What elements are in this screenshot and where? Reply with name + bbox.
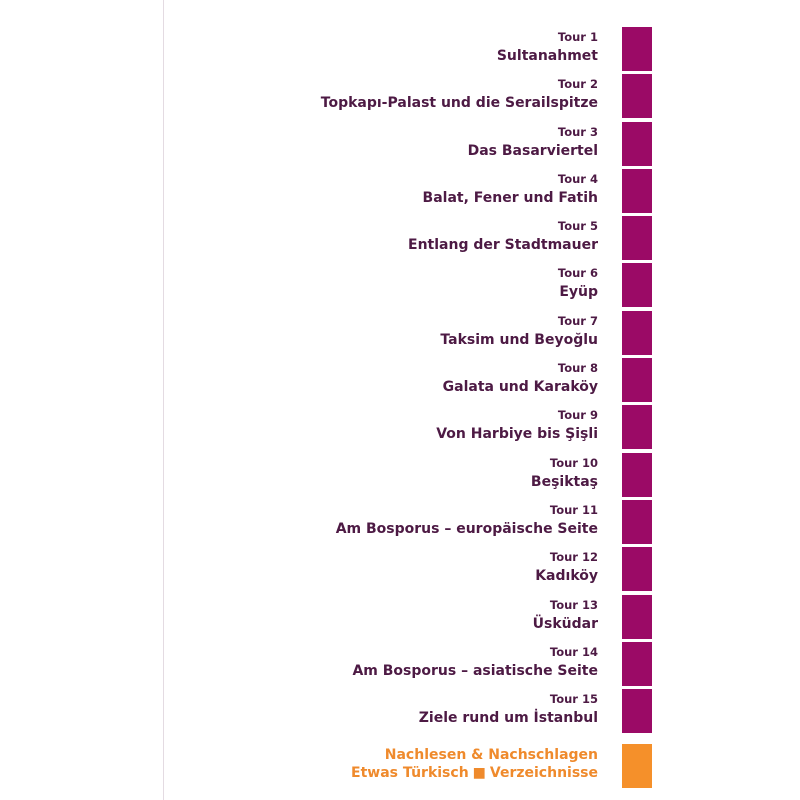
toc-entry-tour-6[interactable]: Tour 6 Eyüp [0,262,800,309]
tour-number: Tour 10 [549,455,598,470]
tour-number: Tour 5 [557,219,598,234]
tour-title[interactable]: Ziele rund um İstanbul [418,710,598,727]
toc-entry-tour-5[interactable]: Tour 5 Entlang der Stadtmauer [0,215,800,262]
tour-title[interactable]: Das Basarviertel [467,142,598,159]
toc-entry-appendix[interactable]: Nachlesen & Nachschlagen Etwas Türkisch ■… [0,735,800,789]
toc-entry-tour-7[interactable]: Tour 7 Taksim und Beyoğlu [0,310,800,357]
tour-color-tab [622,358,652,403]
tour-color-tab [622,310,652,355]
tour-color-tab [622,216,652,261]
tour-color-tab [622,27,652,71]
tour-title[interactable]: Kadıköy [535,568,598,585]
toc-entry-tour-2[interactable]: Tour 2 Topkapı-Palast und die Serailspit… [0,73,800,120]
tour-number: Tour 15 [549,692,598,707]
appendix-subtitle[interactable]: Etwas Türkisch ■ Verzeichnisse [351,765,598,781]
tour-number: Tour 4 [557,171,598,186]
tour-title[interactable]: Topkapı-Palast und die Serailspitze [320,95,598,112]
toc-entry-tour-4[interactable]: Tour 4 Balat, Fener und Fatih [0,168,800,215]
page-divider-line [163,0,164,800]
tour-number: Tour 9 [557,408,598,423]
tour-title[interactable]: Üsküdar [532,615,598,632]
tour-title[interactable]: Eyüp [559,284,598,301]
tour-title[interactable]: Am Bosporus – asiatische Seite [352,662,598,679]
table-of-contents: Tour 1 Sultanahmet Tour 2 Topkapı-Palast… [0,26,800,789]
tour-number: Tour 2 [557,77,598,92]
toc-entry-tour-13[interactable]: Tour 13 Üsküdar [0,594,800,641]
tour-title[interactable]: Entlang der Stadtmauer [408,237,598,254]
tour-color-tab [622,499,652,544]
tour-title[interactable]: Taksim und Beyoğlu [440,331,598,348]
toc-entry-tour-3[interactable]: Tour 3 Das Basarviertel [0,121,800,168]
tour-number: Tour 14 [549,644,598,659]
tour-color-tab [622,641,652,686]
appendix-color-tab [622,744,652,789]
tour-color-tab [622,263,652,308]
appendix-title[interactable]: Nachlesen & Nachschlagen [384,747,598,764]
toc-entry-tour-14[interactable]: Tour 14 Am Bosporus – asiatische Seite [0,641,800,688]
tour-color-tab [622,168,652,213]
tour-color-tab [622,594,652,639]
tour-color-tab [622,405,652,450]
tour-title[interactable]: Von Harbiye bis Şişli [436,426,598,443]
toc-entry-tour-15[interactable]: Tour 15 Ziele rund um İstanbul [0,688,800,735]
tour-title[interactable]: Galata und Karaköy [442,379,598,396]
tour-title[interactable]: Am Bosporus – europäische Seite [335,520,598,537]
toc-entry-tour-1[interactable]: Tour 1 Sultanahmet [0,26,800,73]
tour-color-tab [622,74,652,119]
tour-number: Tour 1 [557,30,598,44]
toc-entry-tour-10[interactable]: Tour 10 Beşiktaş [0,452,800,499]
toc-entry-tour-8[interactable]: Tour 8 Galata und Karaköy [0,357,800,404]
tour-number: Tour 13 [549,597,598,612]
tour-color-tab [622,689,652,734]
tour-number: Tour 8 [557,361,598,376]
square-bullet-icon: ■ [472,765,486,782]
tour-color-tab [622,547,652,592]
tour-number: Tour 3 [557,124,598,139]
toc-entry-tour-9[interactable]: Tour 9 Von Harbiye bis Şişli [0,404,800,451]
tour-title[interactable]: Balat, Fener und Fatih [422,189,598,206]
tour-number: Tour 11 [549,502,598,517]
tour-number: Tour 6 [557,266,598,281]
tour-color-tab [622,121,652,166]
tour-number: Tour 7 [557,313,598,328]
appendix-index-label: Verzeichnisse [489,765,598,782]
tour-color-tab [622,452,652,497]
tour-title[interactable]: Sultanahmet [496,48,598,64]
tour-number: Tour 12 [549,550,598,565]
toc-entry-tour-12[interactable]: Tour 12 Kadıköy [0,546,800,593]
toc-entry-tour-11[interactable]: Tour 11 Am Bosporus – europäische Seite [0,499,800,546]
tour-title[interactable]: Beşiktaş [530,473,598,490]
appendix-turkish-label: Etwas Türkisch [351,765,469,782]
